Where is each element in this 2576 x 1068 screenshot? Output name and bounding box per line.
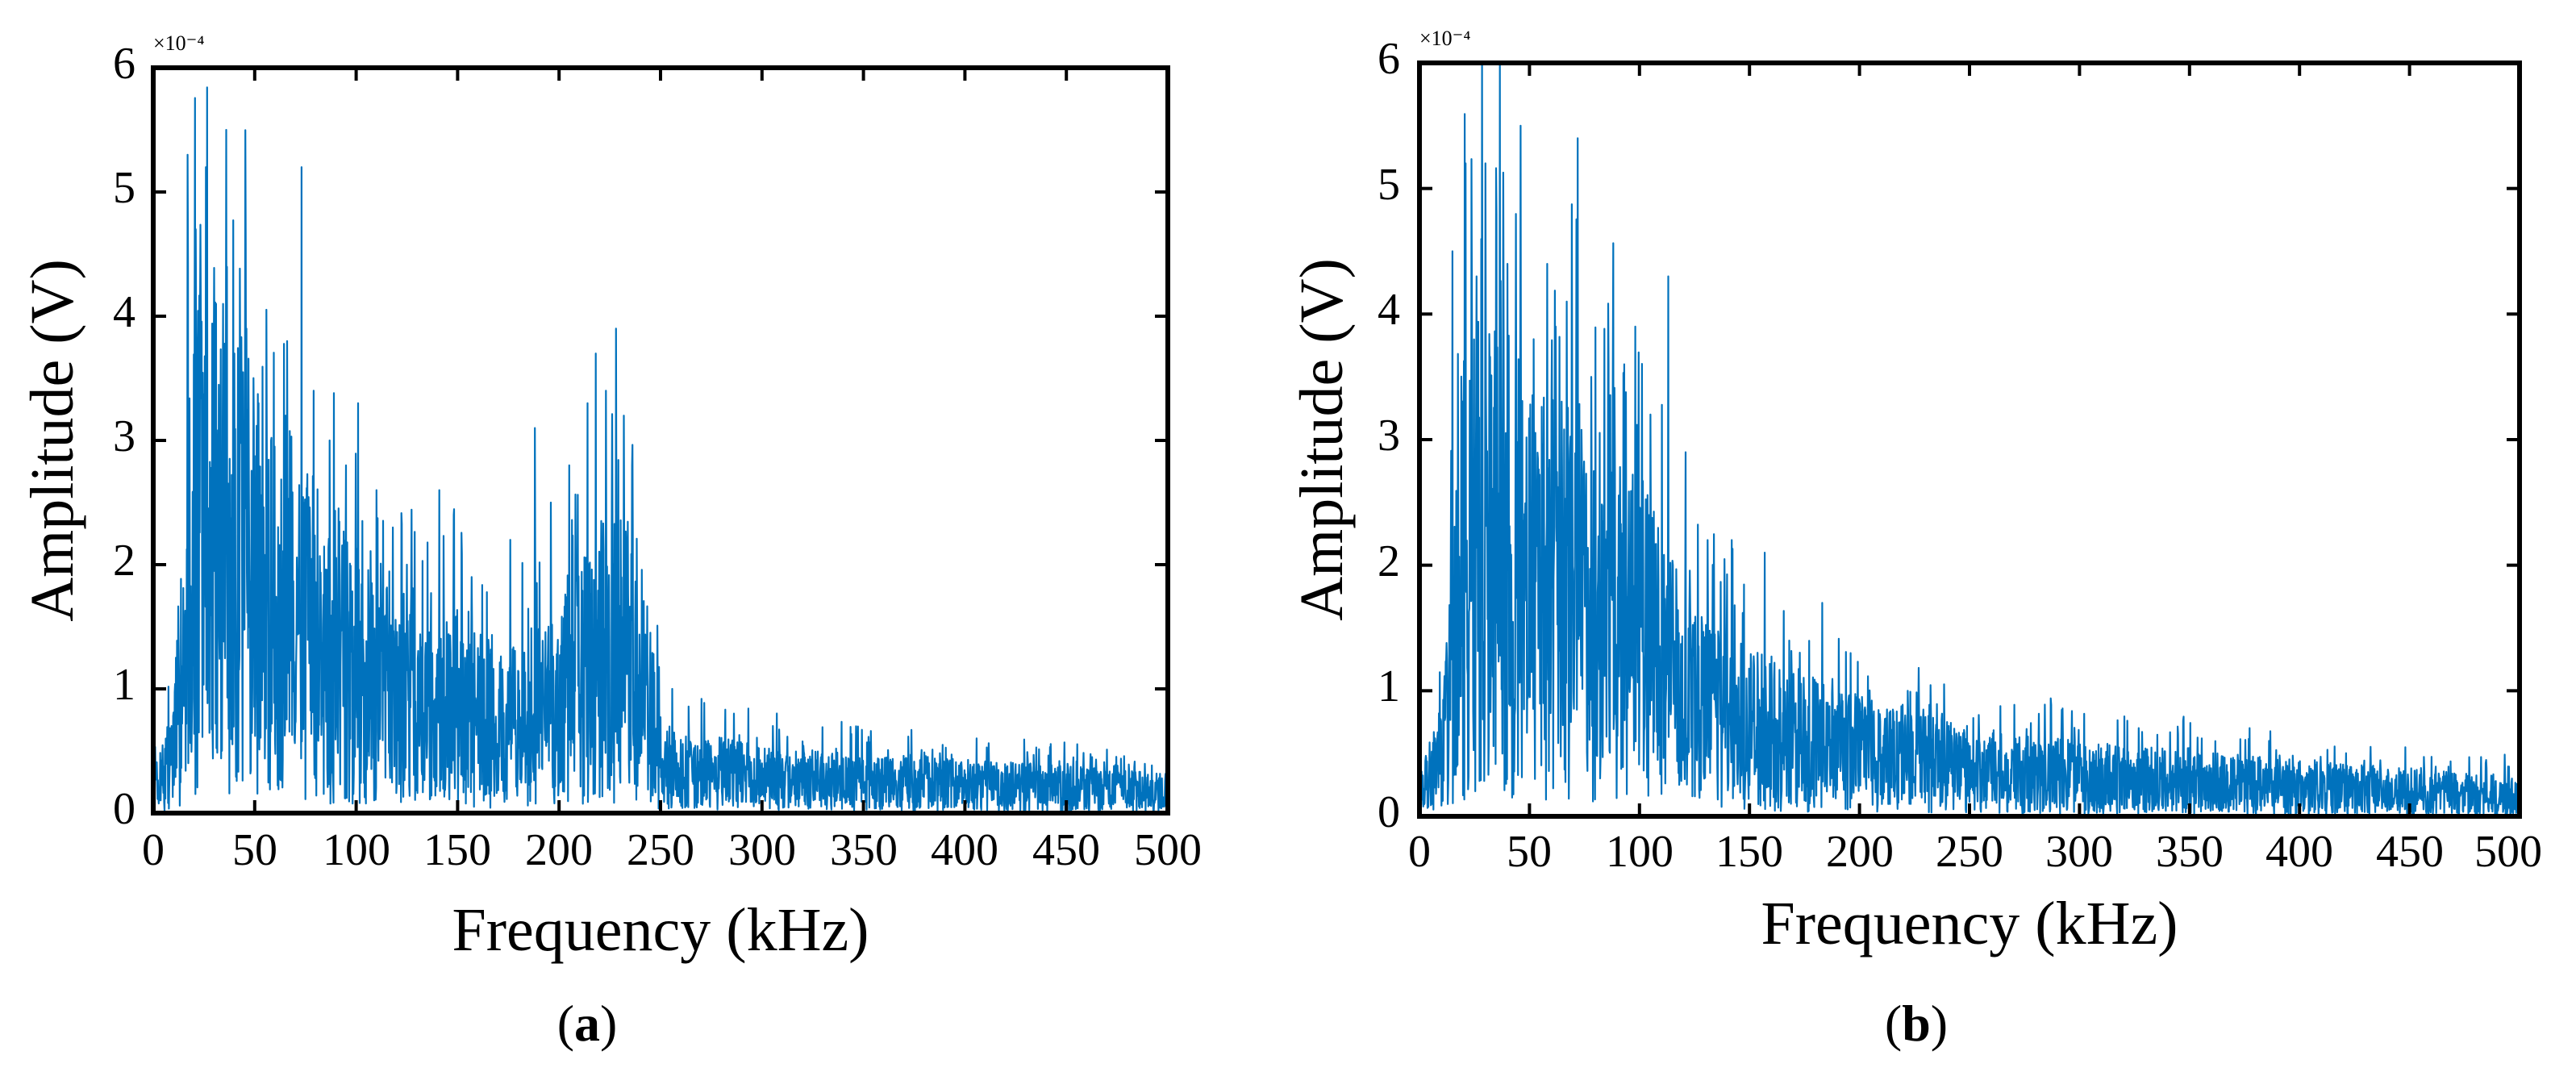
- panel-caption-b: (b): [1885, 995, 1948, 1052]
- x-tick-label-b: 500: [2474, 827, 2542, 877]
- chart-panel-a: 0 1 2 3 4 5 6 0 50 100 150 200 250 300 3…: [19, 31, 1202, 1052]
- x-tick-label-b: 400: [2265, 827, 2333, 877]
- x-tick-label-b: 250: [1936, 827, 2003, 877]
- y-tick-label-b: 2: [1378, 536, 1400, 586]
- y-tick-label-a: 2: [113, 536, 135, 586]
- x-axis-title-a: Frequency (kHz): [452, 896, 869, 964]
- y-tick-marks-a: [153, 66, 1168, 815]
- x-tick-label-b: 350: [2156, 827, 2224, 877]
- series-line-spectrum: [1418, 61, 2521, 816]
- x-axis-title-b: Frequency (kHz): [1761, 890, 2178, 957]
- plot-frame-b: [1417, 60, 2522, 819]
- x-tick-label-a: 250: [627, 825, 694, 875]
- x-tick-label-a: 500: [1134, 825, 1202, 875]
- x-tick-label-a: 400: [931, 825, 998, 875]
- y-scale-exponent-b: ×10⁻⁴: [1419, 27, 1470, 50]
- y-tick-label-a: 5: [113, 163, 135, 213]
- y-tick-label-a: 6: [113, 39, 135, 89]
- x-tick-label-a: 50: [232, 825, 277, 875]
- y-scale-exponent-a: ×10⁻⁴: [153, 31, 204, 55]
- y-tick-label-a: 4: [113, 287, 135, 337]
- series-line-a: [152, 86, 1169, 813]
- x-tick-marks-b: [1418, 63, 2521, 816]
- series-line-spectrum: [152, 86, 1169, 813]
- y-tick-label-a: 3: [113, 411, 135, 461]
- x-tick-label-b: 0: [1408, 827, 1431, 877]
- x-tick-label-b: 200: [1826, 827, 1894, 877]
- y-tick-label-b: 3: [1378, 411, 1400, 461]
- x-tick-label-a: 150: [423, 825, 491, 875]
- x-tick-label-b: 100: [1606, 827, 1674, 877]
- x-tick-label-b: 450: [2376, 827, 2444, 877]
- y-tick-label-a: 0: [113, 784, 135, 834]
- y-tick-label-b: 1: [1378, 661, 1400, 711]
- x-tick-label-a: 450: [1032, 825, 1100, 875]
- x-tick-label-b: 150: [1715, 827, 1783, 877]
- x-tick-label-a: 0: [142, 825, 165, 875]
- y-tick-label-b: 4: [1378, 285, 1400, 335]
- panel-label-b: b: [1902, 995, 1931, 1052]
- series-line-b: [1418, 61, 2521, 816]
- x-tick-label-a: 300: [728, 825, 796, 875]
- y-tick-marks-b: [1419, 61, 2520, 818]
- y-tick-label-b: 0: [1378, 787, 1400, 837]
- y-axis-title-b: Amplitude (V): [1288, 258, 1356, 621]
- x-tick-label-b: 300: [2045, 827, 2113, 877]
- x-tick-label-a: 100: [323, 825, 390, 875]
- y-tick-label-a: 1: [113, 660, 135, 710]
- y-tick-label-b: 5: [1378, 160, 1400, 210]
- y-axis-title-a: Amplitude (V): [19, 259, 86, 622]
- x-tick-label-b: 50: [1507, 827, 1552, 877]
- x-tick-label-a: 200: [525, 825, 593, 875]
- x-tick-label-a: 350: [830, 825, 898, 875]
- chart-panel-b: 0 1 2 3 4 5 6 0 50 100 150 200 250 300 3…: [1288, 27, 2542, 1052]
- panel-label-a: a: [574, 995, 600, 1052]
- y-tick-label-b: 6: [1378, 34, 1400, 84]
- x-tick-marks-a: [152, 68, 1169, 813]
- panel-caption-a: (a): [557, 995, 618, 1052]
